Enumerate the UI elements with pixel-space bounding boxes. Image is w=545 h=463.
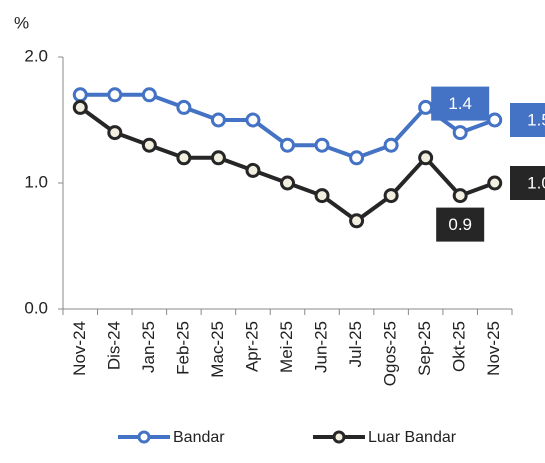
x-tick-label: Apr-25 bbox=[242, 321, 261, 372]
point bbox=[280, 137, 295, 153]
y-tick-label: 0.0 bbox=[24, 298, 48, 317]
point bbox=[107, 125, 123, 141]
legend-marker bbox=[332, 430, 346, 444]
point bbox=[176, 99, 192, 115]
x-tick-label: Feb-25 bbox=[173, 321, 192, 375]
point bbox=[349, 150, 365, 166]
point bbox=[141, 137, 157, 153]
x-tick-label: Sep-25 bbox=[415, 321, 434, 376]
x-tick-label: Dis-24 bbox=[104, 321, 123, 370]
x-tick-label: Mei-25 bbox=[277, 321, 296, 373]
point bbox=[72, 99, 88, 115]
x-tick-label: Nov-25 bbox=[484, 321, 503, 376]
point bbox=[141, 87, 157, 103]
x-tick-label: Nov-24 bbox=[70, 321, 89, 376]
x-tick-label: Okt-25 bbox=[450, 321, 469, 372]
x-tick-label: Mac-25 bbox=[208, 321, 227, 378]
point bbox=[210, 112, 226, 128]
point bbox=[210, 150, 226, 166]
point bbox=[245, 162, 261, 178]
point bbox=[487, 112, 503, 128]
data-label: 1.4 bbox=[448, 94, 472, 113]
data-label-box bbox=[431, 86, 490, 121]
point bbox=[107, 87, 123, 103]
data-label-box bbox=[510, 103, 545, 137]
point bbox=[72, 87, 88, 103]
x-tick-label: Jun-25 bbox=[312, 321, 331, 373]
point bbox=[349, 213, 365, 229]
point bbox=[245, 112, 261, 128]
point bbox=[280, 175, 295, 191]
point bbox=[176, 150, 192, 166]
point bbox=[383, 188, 399, 204]
data-label: 0.9 bbox=[448, 215, 472, 234]
point bbox=[314, 188, 330, 204]
x-tick-label: Jul-25 bbox=[346, 321, 365, 367]
point bbox=[314, 137, 330, 153]
point bbox=[418, 150, 434, 166]
legend-label: Luar Bandar bbox=[368, 429, 457, 446]
data-label: 1.5 bbox=[527, 110, 545, 129]
legend-marker bbox=[137, 430, 151, 444]
x-tick-label: Ogos-25 bbox=[381, 321, 400, 386]
y-tick-label: 1.0 bbox=[24, 172, 48, 191]
legend-label: Bandar bbox=[173, 429, 225, 446]
data-label-box bbox=[510, 166, 545, 200]
point bbox=[383, 137, 399, 153]
point bbox=[487, 175, 503, 191]
data-label: 1.0 bbox=[527, 173, 545, 192]
x-tick-label: Jan-25 bbox=[139, 321, 158, 373]
point bbox=[418, 99, 434, 115]
y-axis-label: % bbox=[14, 13, 29, 32]
point bbox=[452, 125, 468, 141]
point bbox=[452, 188, 468, 204]
y-tick-label: 2.0 bbox=[24, 46, 48, 65]
series-line bbox=[79, 105, 496, 224]
data-label-box bbox=[436, 207, 485, 242]
